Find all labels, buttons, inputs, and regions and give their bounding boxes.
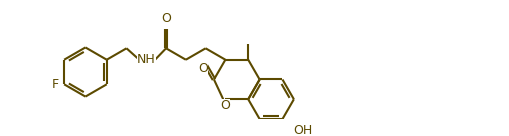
Text: F: F xyxy=(52,78,59,91)
Text: OH: OH xyxy=(294,124,313,136)
Text: NH: NH xyxy=(137,53,156,66)
Text: O: O xyxy=(220,99,230,112)
Text: O: O xyxy=(198,62,208,75)
Text: O: O xyxy=(161,12,171,24)
